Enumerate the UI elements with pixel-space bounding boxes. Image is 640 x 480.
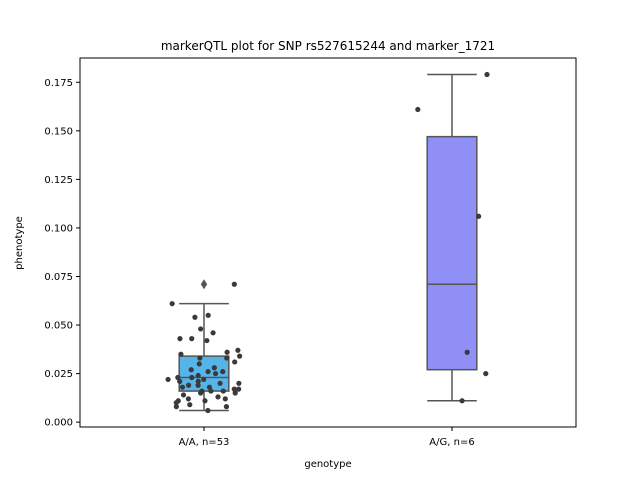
y-axis-label: phenotype: [14, 216, 25, 270]
data-point: [212, 370, 219, 377]
data-point: [198, 326, 204, 332]
data-point: [202, 398, 208, 404]
data-point: [237, 353, 243, 359]
data-point: [195, 372, 201, 379]
x-tick-label: A/G, n=6: [429, 437, 474, 448]
data-point: [189, 336, 195, 342]
data-point: [196, 361, 202, 367]
data-point: [208, 388, 214, 394]
data-point: [459, 398, 465, 404]
data-point: [220, 369, 226, 375]
x-tick-label: A/A, n=53: [179, 437, 230, 448]
point-group: [165, 281, 243, 414]
data-point: [415, 106, 421, 113]
data-point: [483, 370, 489, 377]
data-point: [231, 281, 237, 287]
y-tick-label: 0.000: [44, 418, 73, 429]
data-point: [224, 349, 230, 355]
outlier-marker: [200, 279, 208, 290]
data-point: [177, 336, 183, 342]
data-point: [205, 312, 211, 318]
data-point: [211, 365, 217, 371]
data-point: [205, 407, 211, 414]
point-group: [415, 71, 490, 404]
data-point: [188, 367, 194, 373]
data-point: [173, 400, 179, 406]
data-point: [484, 71, 490, 78]
data-point: [222, 396, 228, 402]
data-point: [236, 386, 242, 392]
box: [426, 135, 478, 371]
x-axis: A/A, n=53 A/G, n=6: [179, 427, 475, 448]
data-point: [169, 301, 175, 307]
data-point: [165, 376, 171, 383]
y-tick-label: 0.175: [44, 78, 73, 89]
data-point: [231, 386, 237, 392]
data-point: [205, 369, 211, 375]
plot-area: [165, 71, 490, 414]
box-group: [426, 73, 478, 402]
data-point: [235, 347, 241, 353]
data-point: [201, 376, 207, 383]
data-point: [215, 394, 221, 400]
data-point: [173, 404, 179, 410]
y-tick-label: 0.100: [44, 223, 73, 234]
y-axis: 0.000 0.025 0.050 0.075 0.100 0.125 0.150 0.175: [44, 78, 80, 429]
data-point: [204, 337, 210, 344]
y-tick-label: 0.150: [44, 126, 73, 137]
data-point: [187, 402, 193, 408]
data-point: [476, 213, 482, 219]
data-point: [178, 351, 184, 357]
data-point: [185, 382, 192, 388]
x-axis-label: genotype: [304, 459, 351, 470]
chart-title: markerQTL plot for SNP rs527615244 and m…: [161, 39, 495, 53]
data-point: [195, 382, 201, 388]
data-point: [236, 380, 242, 386]
data-point: [232, 359, 238, 365]
data-point: [220, 388, 226, 394]
y-tick-label: 0.050: [44, 321, 73, 332]
data-point: [185, 396, 192, 402]
y-tick-label: 0.125: [44, 175, 73, 186]
data-point: [189, 374, 195, 381]
data-point: [175, 374, 181, 381]
data-point: [195, 378, 201, 384]
y-tick-label: 0.025: [44, 369, 73, 380]
data-point: [217, 380, 223, 386]
data-point: [197, 355, 203, 361]
data-point: [224, 355, 230, 361]
data-point: [232, 390, 238, 396]
data-point: [179, 384, 186, 390]
data-point: [210, 330, 216, 336]
y-tick-label: 0.075: [44, 272, 73, 283]
data-point: [180, 392, 187, 398]
data-point: [464, 349, 470, 355]
data-point: [192, 314, 198, 320]
data-point: [177, 378, 183, 384]
plot-frame: [79, 57, 577, 428]
data-point: [223, 404, 230, 410]
data-point: [198, 390, 204, 396]
